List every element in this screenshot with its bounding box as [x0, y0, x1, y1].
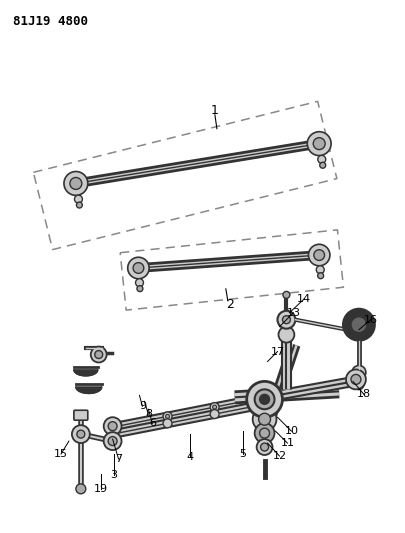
Circle shape — [72, 425, 90, 443]
Circle shape — [137, 286, 143, 292]
Text: 8: 8 — [145, 409, 152, 419]
Circle shape — [213, 405, 217, 409]
Circle shape — [95, 351, 103, 359]
Text: 3: 3 — [110, 470, 117, 480]
Circle shape — [163, 412, 172, 421]
Circle shape — [282, 316, 290, 324]
Circle shape — [351, 375, 361, 384]
Text: 10: 10 — [284, 426, 298, 436]
Text: 18: 18 — [357, 389, 371, 399]
Circle shape — [318, 156, 326, 163]
Circle shape — [346, 369, 366, 389]
FancyBboxPatch shape — [74, 410, 88, 420]
Text: 12: 12 — [273, 451, 286, 461]
Circle shape — [253, 407, 277, 431]
Text: 17: 17 — [271, 346, 285, 357]
Circle shape — [313, 138, 325, 150]
Text: 16: 16 — [364, 314, 378, 325]
Circle shape — [104, 432, 122, 450]
Circle shape — [133, 263, 144, 273]
Text: 9: 9 — [139, 401, 146, 411]
Circle shape — [75, 195, 82, 203]
Text: 13: 13 — [286, 308, 301, 318]
Circle shape — [354, 379, 364, 389]
Circle shape — [260, 443, 269, 451]
Circle shape — [136, 279, 143, 287]
Circle shape — [259, 413, 271, 425]
Polygon shape — [76, 387, 102, 393]
Circle shape — [277, 311, 295, 329]
Text: 7: 7 — [115, 454, 122, 464]
Polygon shape — [74, 370, 98, 376]
Circle shape — [70, 177, 82, 189]
Circle shape — [91, 346, 107, 362]
Text: 14: 14 — [297, 294, 311, 304]
Circle shape — [255, 389, 275, 409]
Circle shape — [163, 419, 172, 428]
Text: 6: 6 — [149, 418, 156, 428]
Circle shape — [351, 317, 367, 333]
Text: 4: 4 — [187, 452, 194, 462]
Circle shape — [255, 423, 275, 443]
Circle shape — [318, 273, 324, 279]
Circle shape — [247, 382, 282, 417]
Circle shape — [210, 409, 219, 418]
Text: 2: 2 — [226, 298, 234, 311]
Circle shape — [260, 428, 270, 438]
Circle shape — [108, 422, 117, 431]
Text: 11: 11 — [280, 438, 294, 448]
Circle shape — [314, 249, 324, 261]
Circle shape — [309, 244, 330, 266]
Circle shape — [260, 394, 270, 404]
Circle shape — [307, 132, 331, 156]
Text: 19: 19 — [94, 484, 108, 494]
Circle shape — [352, 366, 366, 379]
Circle shape — [279, 327, 294, 343]
Circle shape — [166, 414, 170, 418]
Circle shape — [104, 417, 122, 435]
Circle shape — [77, 202, 82, 208]
Text: 15: 15 — [54, 449, 68, 459]
Circle shape — [64, 172, 88, 196]
Circle shape — [128, 257, 149, 279]
Circle shape — [210, 402, 219, 411]
Circle shape — [108, 437, 117, 446]
Circle shape — [316, 266, 324, 274]
Circle shape — [283, 292, 290, 298]
Circle shape — [257, 439, 273, 455]
Text: 1: 1 — [211, 104, 219, 117]
Circle shape — [77, 430, 85, 438]
Text: 5: 5 — [239, 449, 246, 459]
Text: 81J19 4800: 81J19 4800 — [13, 15, 88, 28]
Circle shape — [320, 162, 326, 168]
Circle shape — [76, 484, 86, 494]
Circle shape — [343, 309, 375, 341]
